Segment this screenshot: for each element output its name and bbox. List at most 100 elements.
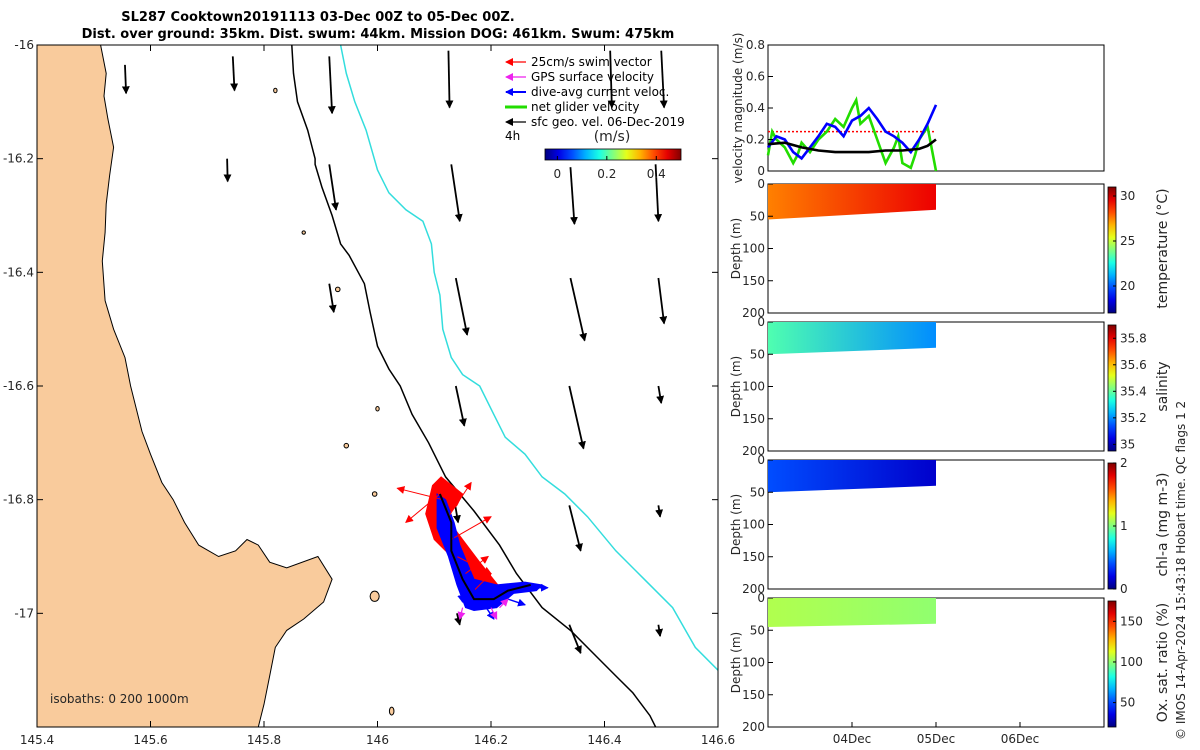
title-line-1: SL287 Cooktown20191113 03-Dec 00Z to 05-… [121, 10, 514, 25]
map-y-tick-label: -16.4 [3, 265, 34, 279]
island [301, 230, 306, 235]
sfc-geo-vector [655, 624, 664, 638]
velocity-y-tick-label: 0.4 [746, 101, 765, 115]
depth-y-tick-label: 50 [750, 209, 765, 223]
legend-label: dive-avg current veloc. [531, 85, 669, 99]
depth-y-tick-label: 50 [750, 623, 765, 637]
sfc-geo-vector [230, 56, 239, 92]
colorbar-tick-label: 100 [1120, 655, 1143, 669]
map-x-tick-label: 146.2 [474, 733, 508, 747]
depth-y-tick-label: 200 [742, 582, 765, 596]
map-colorbar-bar [544, 148, 682, 161]
map-colorbar-tick-label: 0.4 [647, 167, 666, 181]
sfc-geo-vector [223, 158, 232, 183]
island [335, 286, 341, 293]
sfc-geo-vector [327, 56, 336, 115]
map-x-tick-label: 146 [366, 733, 389, 747]
colorbar-tick-label: 0 [1120, 582, 1128, 596]
map-x-tick-label: 145.8 [247, 733, 281, 747]
sfc-geo-vector [656, 385, 665, 405]
time-x-tick-label: 04Dec [833, 732, 872, 746]
depth-y-tick-label: 150 [742, 274, 765, 288]
depth-y-tick-label: 0 [757, 177, 765, 191]
map-colorbar: 0 0.2 0.4 [544, 148, 682, 181]
colorbar-tick-label: 50 [1120, 696, 1135, 710]
sfc-geo-vector [568, 505, 583, 552]
velocity-series-net [766, 96, 938, 172]
sfc-geo-vector [659, 50, 668, 109]
depth-y-tick-label: 150 [742, 550, 765, 564]
map-y-tick-label: -17 [14, 606, 34, 620]
depth-y-tick-label: 100 [742, 518, 765, 532]
profile-data-oxygen [768, 598, 936, 628]
depth-panel-oxygen: 0 50 100 150 200 Depth (m) 50 100 150 Ox. sat. ra… [729, 591, 1171, 746]
depth-panel-temperature: 0 50 100 150 200 Depth (m) 20 25 30 temperature (… [729, 177, 1171, 320]
colorbar-oxygen [1107, 600, 1117, 728]
legend-label: net glider velocity [531, 100, 639, 114]
time-x-tick-label: 06Dec [1001, 732, 1040, 746]
colorbar-temperature [1107, 186, 1117, 314]
sfc-geo-vector [568, 385, 586, 450]
depth-y-label: Depth (m) [729, 632, 743, 693]
depth-y-label: Depth (m) [729, 494, 743, 555]
depth-y-tick-label: 150 [742, 688, 765, 702]
swim-vector [473, 572, 492, 591]
sfc-geo-vector [655, 505, 664, 518]
colorbar-label: chl-a (mg m-3) [1155, 472, 1171, 576]
island [371, 491, 378, 497]
depth-panel-salinity: 0 50 100 150 200 Depth (m) 35 35.2 35.4 35.6 35.8 s… [729, 315, 1171, 458]
profile-data-chl-a [768, 460, 936, 493]
depth-y-tick-label: 100 [742, 242, 765, 256]
sfc-geo-vector [121, 64, 130, 95]
gps-vector [489, 607, 498, 620]
colorbar-label: salinity [1155, 361, 1171, 411]
map-ticks: 145.4 145.6 145.8 146 146.2 146.4 146.6 -16 -16.… [3, 38, 735, 747]
colorbar-label: Ox. sat. ratio (%) [1155, 603, 1171, 722]
sfc-geo-vector [654, 164, 663, 223]
sfc-geo-vector [328, 283, 337, 314]
map-colorbar-tick-label: 0.2 [597, 167, 616, 181]
colorbar-tick-label: 35 [1120, 437, 1135, 451]
gps-vector [457, 607, 466, 620]
scale-label: 4h [505, 129, 520, 143]
colorbar-tick-label: 2 [1120, 456, 1128, 470]
swim-vector [465, 555, 489, 574]
map-colorbar-tick-label: 0 [554, 167, 562, 181]
colorbar-tick-label: 1 [1120, 519, 1128, 533]
profile-data-salinity [768, 322, 936, 355]
velocity-y-tick-label: 0.6 [746, 70, 765, 84]
map-x-tick-label: 145.6 [133, 733, 167, 747]
depth-y-label: Depth (m) [729, 218, 743, 279]
sfc-geo-vector [568, 624, 582, 655]
map-y-tick-label: -16.6 [3, 379, 34, 393]
sfc-geo-vector [454, 277, 470, 336]
depth-y-tick-label: 100 [742, 656, 765, 670]
colorbar-tick-label: 35.8 [1120, 331, 1147, 345]
colorbar-tick-label: 20 [1120, 279, 1135, 293]
sfc-geo-vector [450, 164, 463, 223]
velocity-series-sfc_geo [767, 138, 937, 154]
colorbar-tick-label: 25 [1120, 234, 1135, 248]
depth-y-label: Depth (m) [729, 356, 743, 417]
isobath-label: isobaths: 0 200 1000m [50, 692, 189, 706]
sfc-geo-vector [569, 277, 587, 342]
depth-y-tick-label: 0 [757, 591, 765, 605]
isobath-1000m-line [339, 45, 718, 671]
glider-track [438, 493, 531, 601]
colorbar-tick-label: 35.6 [1120, 358, 1147, 372]
swim-vector [456, 556, 492, 574]
colorbar-tick-label: 35.2 [1120, 411, 1147, 425]
island [343, 442, 350, 449]
sfc-geo-vector [569, 167, 578, 226]
island [273, 87, 278, 94]
depth-y-tick-label: 0 [757, 453, 765, 467]
depth-y-tick-label: 200 [742, 720, 765, 734]
legend-label: sfc geo. vel. 06-Dec-2019 [531, 115, 685, 129]
profile-data-temperature [768, 184, 936, 220]
colorbar-tick-label: 35.4 [1120, 384, 1147, 398]
island [375, 405, 380, 412]
title-line-2: Dist. over ground: 35km. Dist. swum: 44k… [82, 27, 675, 42]
